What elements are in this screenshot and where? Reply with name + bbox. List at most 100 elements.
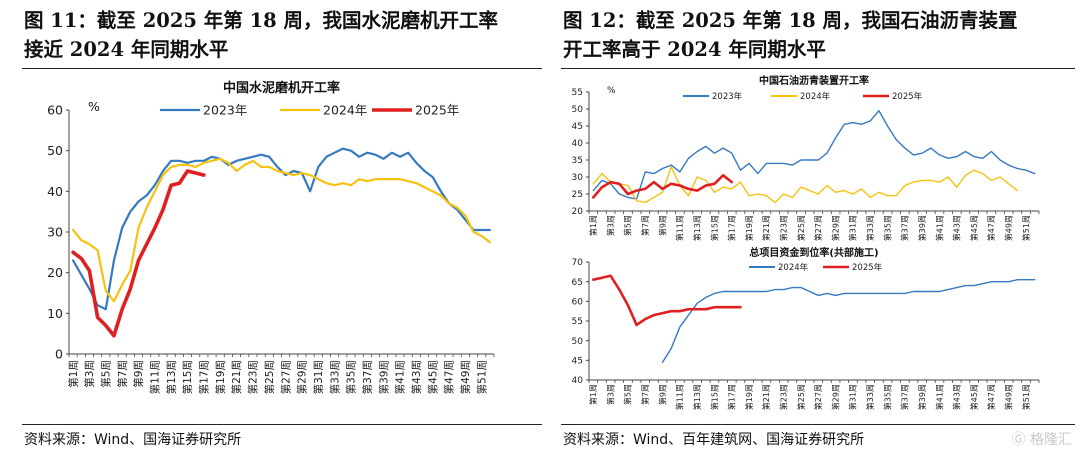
right-title-rule [561,68,1075,69]
x-tick-label: 第21周 [230,360,243,394]
y-tick-label: 0 [55,347,63,362]
series-line-2023年 [592,110,1036,200]
x-tick-label: 第43周 [952,215,962,241]
y-tick-label: 40 [572,139,584,149]
series-line-2024年 [661,279,1036,364]
x-tick-label: 第33周 [865,215,875,241]
x-tick-label: 第9周 [132,360,145,388]
legend-label-2025年: 2025年 [852,262,883,273]
x-tick-label: 第9周 [657,215,667,236]
x-tick-label: 第11周 [675,384,685,410]
x-tick-label: 第5周 [623,384,633,405]
x-tick-label: 第47周 [443,360,456,394]
x-tick-label: 第33周 [328,360,341,394]
x-tick-label: 第21周 [761,384,771,410]
y-tick-label: 70 [572,258,584,268]
x-tick-label: 第49周 [1004,384,1014,410]
x-tick-label: 第17周 [727,215,737,241]
x-tick-label: 第1周 [67,360,80,388]
x-tick-label: 第23周 [779,384,789,410]
unit-label: % [607,86,616,96]
x-tick-label: 第11周 [675,215,685,241]
x-tick-label: 第43周 [410,360,423,394]
x-tick-label: 第37周 [361,360,374,394]
x-tick-label: 第13周 [692,215,702,241]
x-tick-label: 第19周 [744,215,754,241]
x-tick-label: 第23周 [247,360,260,394]
x-tick-label: 第1周 [588,384,598,405]
legend-label-2023年: 2023年 [203,103,247,118]
y-tick-label: 45 [572,122,583,132]
x-tick-label: 第21周 [761,215,771,241]
x-tick-label: 第17周 [727,384,737,410]
x-tick-label: 第15周 [709,384,719,410]
x-tick-label: 第49周 [459,360,472,394]
legend-label-2023年: 2023年 [712,91,743,102]
x-tick-label: 第19周 [214,360,227,394]
x-tick-label: 第29周 [830,215,840,241]
chart-title: 中国石油沥青装置开工率 [759,74,869,87]
x-tick-label: 第3周 [605,384,615,405]
x-tick-label: 第51周 [1021,215,1031,241]
x-tick-label: 第45周 [426,360,439,394]
y-tick-label: 60 [47,103,63,118]
x-tick-label: 第51周 [1021,384,1031,410]
x-tick-label: 第31周 [312,360,325,394]
legend-label-2024年: 2024年 [778,262,809,273]
left-figure-title-line2: 接近 2024 年同期水平 [24,38,229,61]
x-tick-label: 第29周 [830,384,840,410]
x-tick-label: 第47周 [986,215,996,241]
x-tick-label: 第37周 [900,384,910,410]
right-source-note: 资料来源：Wind、百年建筑网、国海证券研究所 [563,432,865,448]
x-tick-label: 第29周 [296,360,309,394]
y-tick-label: 60 [572,298,584,308]
x-tick-label: 第41周 [394,360,407,394]
legend-label-2025年: 2025年 [415,103,459,118]
x-tick-label: 第19周 [744,384,754,410]
x-tick-label: 第9周 [657,384,667,405]
x-tick-label: 第49周 [1004,215,1014,241]
asphalt-utilization-chart: 中国石油沥青装置开工率% 20 25 30 35 40 45 50 55 第1周 第3周 第5周 第7周… [572,74,1040,241]
x-tick-label: 第15周 [709,215,719,241]
x-tick-label: 第17周 [198,360,211,394]
x-tick-label: 第25周 [796,215,806,241]
y-tick-label: 50 [572,105,584,115]
y-tick-label: 30 [572,173,584,183]
series-line-2025年 [71,169,206,338]
y-tick-label: 50 [47,143,63,158]
x-tick-label: 第27周 [813,384,823,410]
x-tick-label: 第43周 [952,384,962,410]
chart-title: 中国水泥磨机开工率 [223,80,340,96]
series-line-2024年 [71,157,492,303]
y-tick-label: 10 [47,306,63,321]
x-tick-label: 第13周 [692,384,702,410]
chart-title: 总项目资金到位率(共部施工) [749,246,878,259]
left-figure-title-line1: 图 11：截至 2025 年第 18 周，我国水泥磨机开工率 [24,9,498,32]
series-line-2025年 [592,274,742,327]
legend-label-2024年: 2024年 [800,91,831,102]
x-tick-label: 第39周 [377,360,390,394]
x-tick-label: 第31周 [848,215,858,241]
y-tick-label: 50 [572,337,584,347]
right-figure-title-line1: 图 12：截至 2025 年第 18 周，我国石油沥青装置 [563,9,1018,32]
series-line-2025年 [592,174,734,199]
watermark-icon: Ⓖ [1011,432,1026,448]
x-tick-label: 第45周 [969,215,979,241]
left-title-rule [22,68,542,69]
x-tick-label: 第11周 [148,360,161,394]
x-tick-label: 第3周 [605,215,615,236]
y-tick-label: 20 [572,207,584,217]
right-source-rule [561,424,1075,425]
x-tick-label: 第7周 [640,384,650,405]
x-tick-label: 第5周 [623,215,633,236]
x-tick-label: 第25周 [263,360,276,394]
left-source-note: 资料来源：Wind、国海证券研究所 [24,432,242,448]
legend-label-2024年: 2024年 [323,103,367,118]
x-tick-label: 第27周 [279,360,292,394]
x-tick-label: 第5周 [99,360,112,388]
x-tick-label: 第27周 [813,215,823,241]
x-tick-label: 第23周 [779,215,789,241]
left-source-rule [22,424,542,425]
x-tick-label: 第7周 [116,360,129,388]
y-tick-label: 45 [572,357,583,367]
